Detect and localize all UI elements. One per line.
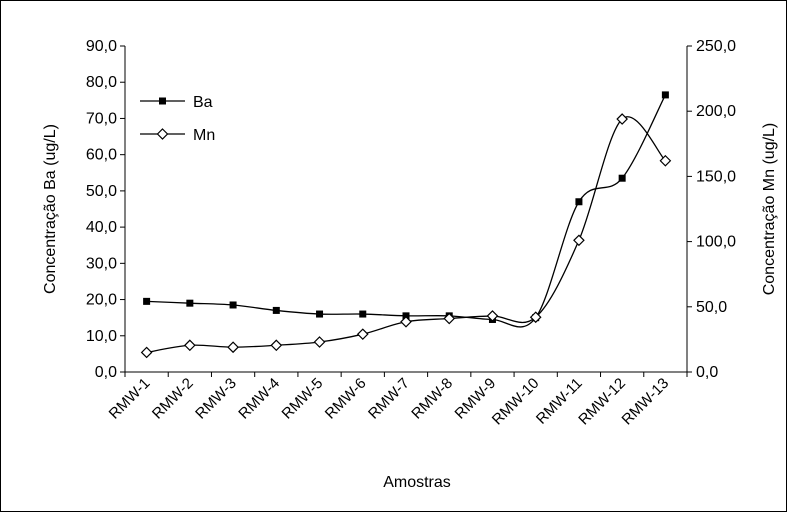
series-mn-point: [183, 339, 196, 352]
series-mn-point: [443, 312, 456, 325]
left-axis-title: Concentração Ba (ug/L): [42, 124, 59, 294]
legend-ba-marker: [159, 97, 166, 105]
right-axis-tick-label: 100,0: [696, 234, 736, 251]
right-axis-tick-label: 200,0: [696, 103, 736, 120]
x-axis-tick-label: RMW-6: [322, 375, 370, 423]
series-ba-point: [359, 310, 367, 318]
series-mn-point: [313, 336, 326, 348]
series-mn-point: [573, 234, 585, 247]
right-axis-tick-label: 250,0: [696, 38, 736, 55]
series-mn-point: [270, 339, 283, 352]
right-axis-title: Concentração Mn (ug/L): [761, 123, 778, 296]
right-axis-tick-label: 0,0: [696, 364, 718, 381]
series-layer: [140, 91, 672, 359]
series-ba-line: [146, 94, 666, 328]
series-ba-point: [272, 306, 280, 314]
x-axis-tick-label: RMW-3: [192, 375, 240, 423]
series-ba-point: [186, 299, 194, 307]
x-axis-title: Amostras: [383, 474, 451, 491]
series-ba-point: [618, 174, 626, 182]
right-axis-tick-label: 50,0: [696, 299, 727, 316]
left-axis-tick-label: 90,0: [86, 38, 117, 55]
series-mn-point: [486, 310, 499, 322]
series-ba-point: [143, 297, 151, 305]
x-axis-tick-label: RMW-2: [149, 375, 197, 423]
legend-ba-label: Ba: [193, 94, 213, 111]
left-axis-tick-label: 70,0: [86, 110, 117, 127]
series-ba-point: [575, 198, 583, 206]
series-mn-point: [140, 346, 153, 359]
series-mn-point: [356, 328, 369, 341]
series-mn-point: [529, 311, 542, 324]
left-axis-tick-label: 40,0: [86, 219, 117, 236]
x-axis-tick-label: RMW-5: [279, 375, 327, 423]
left-axis-tick-label: 20,0: [86, 292, 117, 309]
series-ba-point: [229, 301, 237, 309]
x-axis-tick-label: RMW-1: [106, 375, 154, 423]
series-ba-point: [402, 312, 410, 320]
axes: 0,0 10,0 20,0 30,0 40,0 50,0 60,0 70,0 80,0 90,0 0…: [86, 38, 736, 428]
x-axis-tick-label: RMW-7: [365, 375, 413, 423]
right-axis-tick-label: 150,0: [696, 168, 736, 185]
legend: Ba Mn: [140, 94, 215, 144]
legend-mn-marker: [156, 128, 169, 140]
left-axis-tick-label: 60,0: [86, 147, 117, 164]
x-axis-tick-label: RMW-4: [235, 375, 283, 423]
series-mn-point: [659, 154, 672, 167]
x-axis-tick-label: RMW-8: [408, 375, 456, 423]
x-axis-tick-label: RMW-12: [575, 375, 629, 429]
series-mn-point: [400, 315, 412, 328]
left-axis-tick-label: 80,0: [86, 74, 117, 91]
series-ba-point: [661, 91, 669, 99]
left-axis-tick-label: 30,0: [86, 255, 117, 272]
series-mn-point: [227, 341, 239, 354]
x-axis-tick-label: RMW-13: [619, 375, 673, 429]
x-axis-tick-label: RMW-10: [489, 375, 543, 429]
left-axis-tick-label: 0,0: [95, 364, 117, 381]
left-axis-tick-label: 50,0: [86, 183, 117, 200]
series-mn-point: [616, 113, 629, 125]
legend-mn-label: Mn: [193, 127, 215, 144]
series-ba-point: [316, 310, 324, 318]
left-axis-tick-label: 10,0: [86, 328, 117, 345]
